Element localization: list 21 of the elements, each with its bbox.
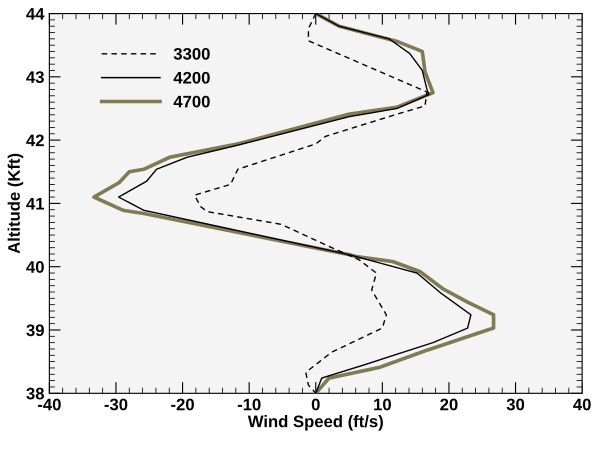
y-tick-label: 39: [26, 324, 44, 336]
y-tick-label: 41: [26, 198, 44, 210]
x-tick-label: 40: [573, 398, 591, 410]
y-tick-label: 40: [26, 261, 44, 273]
x-tick-label: -10: [238, 398, 261, 410]
x-tick-label: 20: [440, 398, 458, 410]
x-tick-label: -40: [38, 398, 61, 410]
y-tick-label: 44: [26, 8, 44, 20]
x-tick-label: -30: [104, 398, 128, 410]
x-tick-label: -20: [171, 398, 194, 410]
y-tick-label: 43: [26, 71, 44, 84]
y-tick-label: 38: [26, 388, 44, 400]
x-tick-label: 30: [506, 398, 524, 410]
legend-label: 4700: [174, 96, 210, 108]
y-tick-label: 42: [26, 134, 44, 146]
x-tick-label: 0: [312, 398, 320, 410]
legend-label: 4200: [174, 72, 210, 84]
x-axis-title: Wind Speed (ft/s): [248, 415, 383, 431]
y-axis-title: Altitude (Kft): [8, 154, 24, 254]
x-tick-label: 10: [374, 398, 391, 410]
legend-label: 3300: [174, 48, 210, 60]
